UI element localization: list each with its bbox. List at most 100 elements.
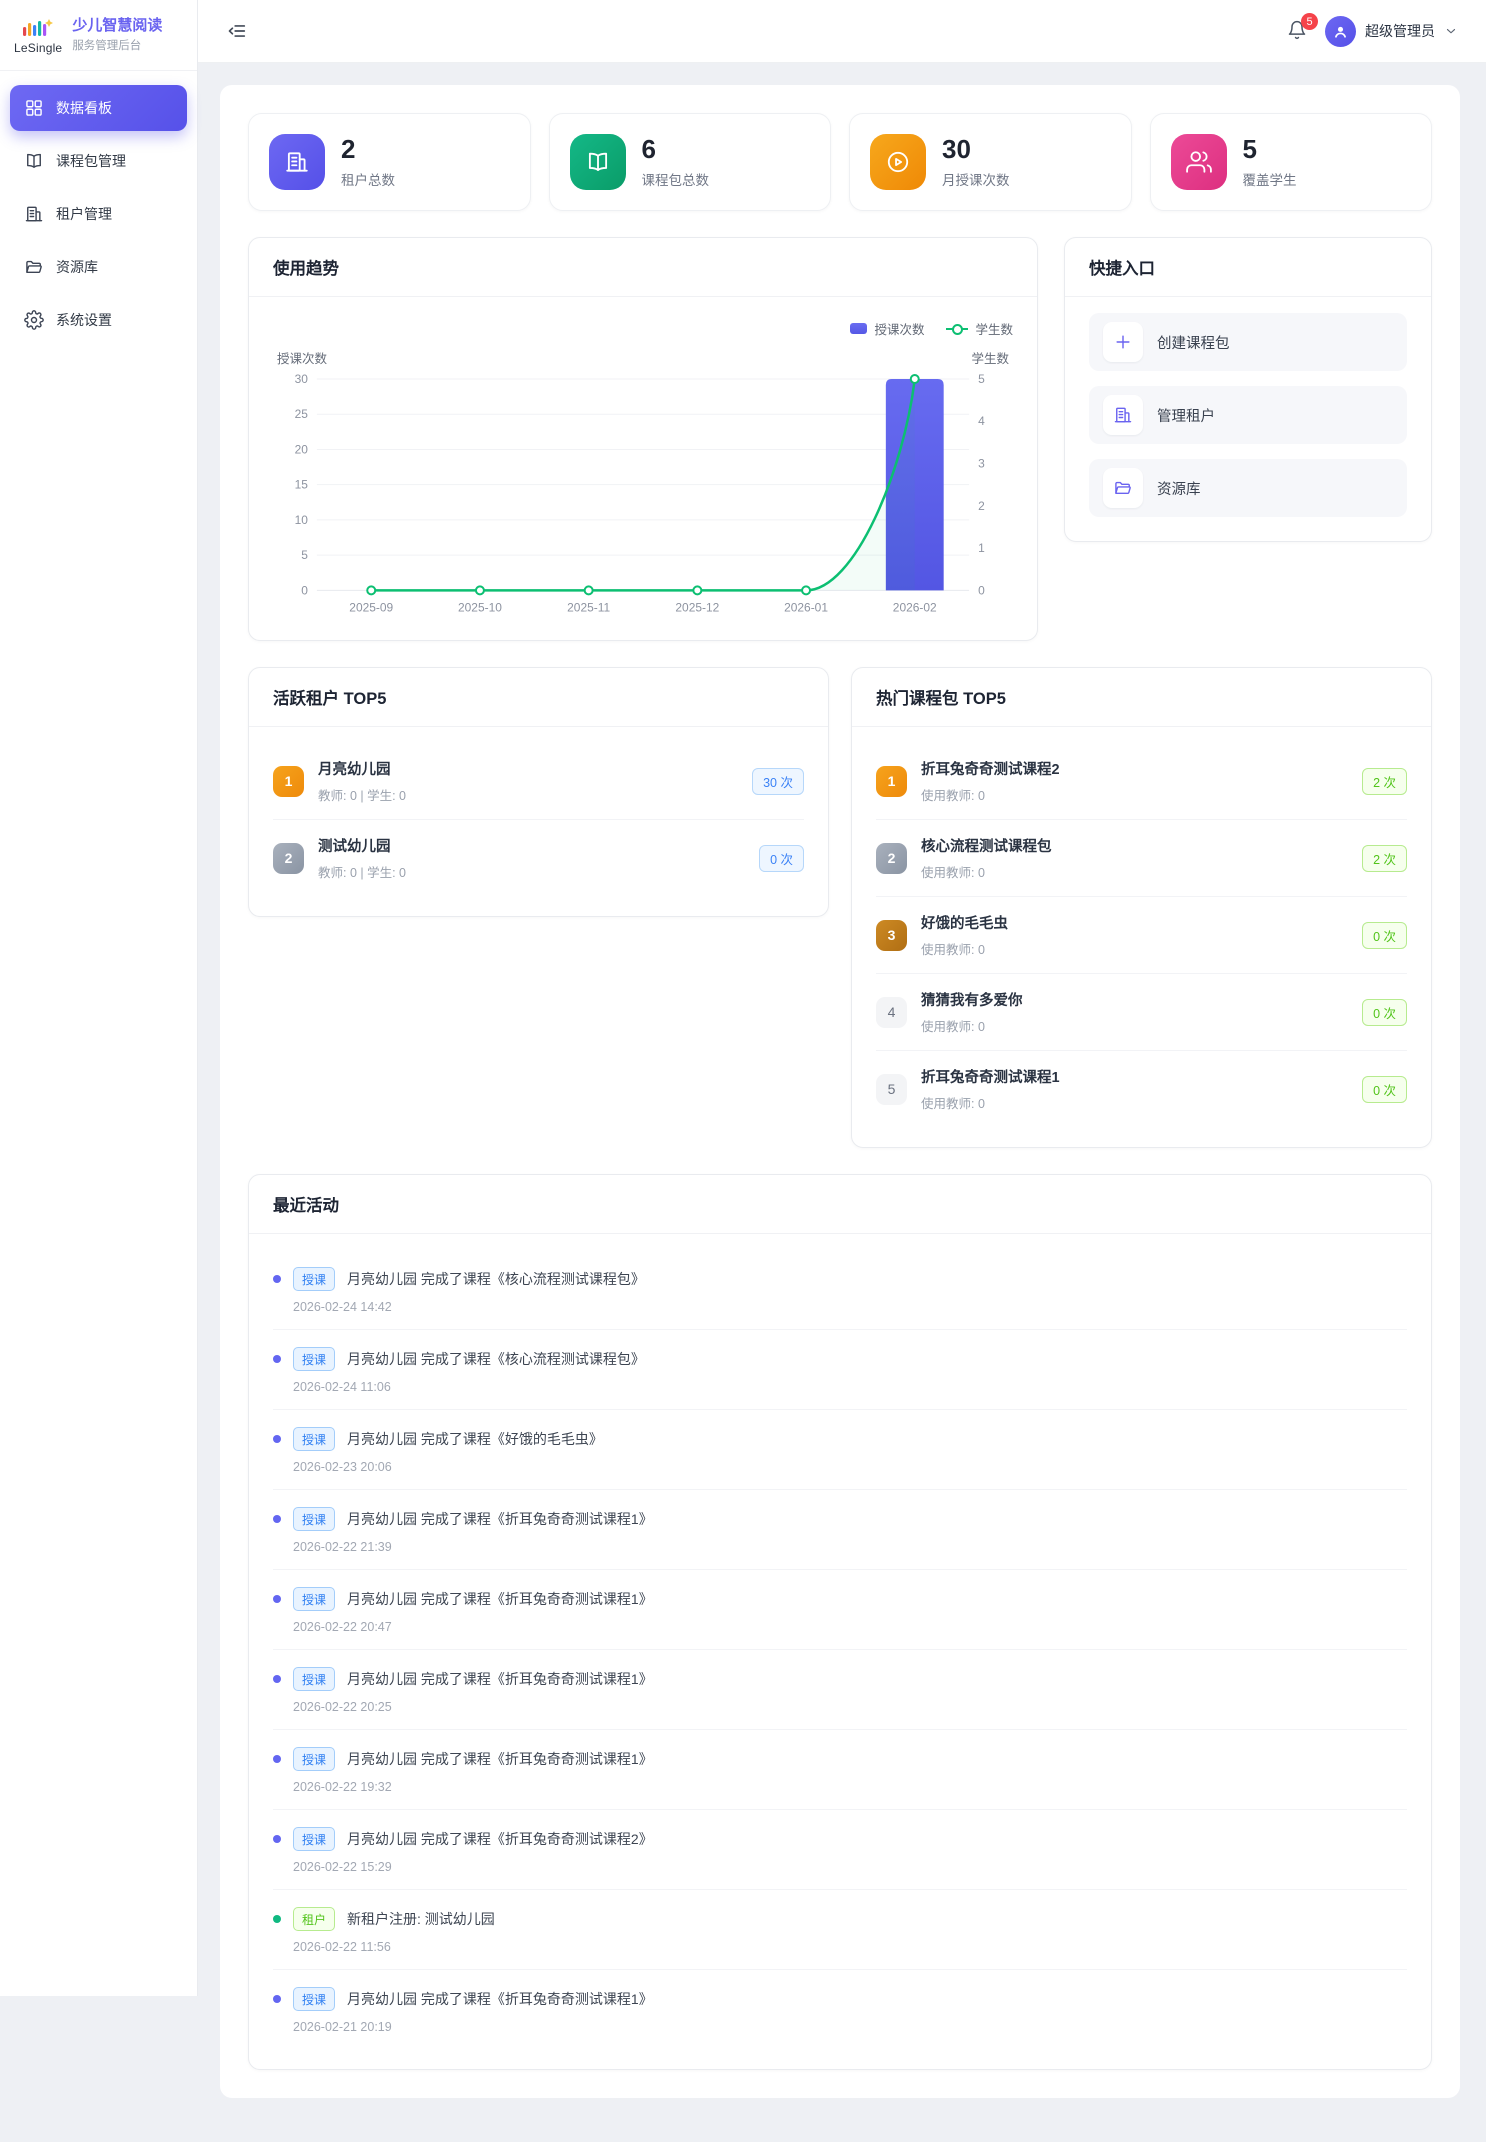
sidebar-nav: 数据看板 课程包管理 租户管理 资源库 系统设置 [0, 71, 197, 364]
activity-line: 授课 月亮幼儿园 完成了课程《折耳兔奇奇测试课程1》 [273, 1747, 1407, 1771]
stat-label: 月授课次数 [942, 169, 1010, 189]
item-meta: 使用教师: 0 [921, 862, 1348, 881]
activity-tag: 租户 [293, 1907, 335, 1931]
item-meta: 教师: 0 | 学生: 0 [318, 785, 738, 804]
item-name: 猜猜我有多爱你 [921, 989, 1348, 1010]
activity-text: 月亮幼儿园 完成了课程《折耳兔奇奇测试课程1》 [347, 1749, 653, 1769]
activity-tag: 授课 [293, 1667, 335, 1691]
count-pill: 2 次 [1362, 768, 1407, 795]
rank-badge: 5 [876, 1074, 907, 1105]
stat-card-tenant-total: 2 租户总数 [248, 113, 531, 211]
activity-line: 授课 月亮幼儿园 完成了课程《折耳兔奇奇测试课程1》 [273, 1507, 1407, 1531]
shortcut-manage-tenants[interactable]: 管理租户 [1089, 386, 1407, 444]
activity-tag: 授课 [293, 1267, 335, 1291]
shortcut-resource-library[interactable]: 资源库 [1089, 459, 1407, 517]
rank-badge: 4 [876, 997, 907, 1028]
sidebar-item-tenants[interactable]: 租户管理 [10, 191, 187, 237]
svg-text:2025-12: 2025-12 [675, 600, 719, 614]
activity-dot-icon [273, 1995, 281, 2003]
quick-entry-panel: 快捷入口 创建课程包 管理租户 资源库 [1064, 237, 1432, 542]
sidebar-item-label: 租户管理 [56, 204, 112, 224]
logo-bars-icon [20, 15, 56, 39]
rank-main: 核心流程测试课程包 使用教师: 0 [921, 835, 1348, 881]
sidebar-item-label: 系统设置 [56, 310, 112, 330]
app-title-block: 少儿智慧阅读 服务管理后台 [72, 17, 162, 53]
book-icon [570, 134, 626, 190]
notification-count-badge: 5 [1301, 13, 1318, 30]
activity-text: 月亮幼儿园 完成了课程《折耳兔奇奇测试课程1》 [347, 1589, 653, 1609]
rank-badge: 2 [273, 843, 304, 874]
stat-value: 30 [942, 135, 1010, 164]
header-right: 5 超级管理员 [1287, 16, 1458, 47]
folder-icon [24, 257, 44, 277]
legend-line-swatch-icon [946, 323, 968, 334]
svg-text:2: 2 [978, 499, 985, 513]
activity-line: 授课 月亮幼儿园 完成了课程《折耳兔奇奇测试课程1》 [273, 1987, 1407, 2011]
rank-badge: 1 [273, 766, 304, 797]
svg-text:1: 1 [978, 541, 985, 555]
sidebar-item-resources[interactable]: 资源库 [10, 244, 187, 290]
item-name: 好饿的毛毛虫 [921, 912, 1348, 933]
activity-row: 租户 新租户注册: 测试幼儿园 2026-02-22 11:56 [273, 1890, 1407, 1970]
top-tenants-row: 1 月亮幼儿园 教师: 0 | 学生: 0 30 次 [273, 743, 804, 820]
recent-activity-title: 最近活动 [249, 1175, 1431, 1234]
activity-dot-icon [273, 1515, 281, 1523]
stat-texts: 5 覆盖学生 [1243, 135, 1297, 189]
svg-text:2026-01: 2026-01 [784, 600, 828, 614]
top-courses-row: 5 折耳兔奇奇测试课程1 使用教师: 0 0 次 [876, 1051, 1407, 1127]
svg-text:15: 15 [295, 478, 309, 492]
sidebar-item-settings[interactable]: 系统设置 [10, 297, 187, 343]
stat-card-package-total: 6 课程包总数 [549, 113, 832, 211]
app-subtitle: 服务管理后台 [72, 37, 162, 53]
shortcut-create-package[interactable]: 创建课程包 [1089, 313, 1407, 371]
activity-row: 授课 月亮幼儿园 完成了课程《折耳兔奇奇测试课程2》 2026-02-22 15… [273, 1810, 1407, 1890]
activity-text: 月亮幼儿园 完成了课程《折耳兔奇奇测试课程2》 [347, 1829, 653, 1849]
usage-trend-title: 使用趋势 [249, 238, 1037, 297]
item-meta: 使用教师: 0 [921, 1093, 1348, 1112]
activity-row: 授课 月亮幼儿园 完成了课程《折耳兔奇奇测试课程1》 2026-02-21 20… [273, 1970, 1407, 2049]
active-tenants-panel: 活跃租户 TOP5 1 月亮幼儿园 教师: 0 | 学生: 0 30 次 2 测试… [248, 667, 829, 917]
activity-tag: 授课 [293, 1987, 335, 2011]
stat-texts: 6 课程包总数 [642, 135, 710, 189]
user-icon [1332, 23, 1349, 40]
usage-trend-panel: 使用趋势 授课次数 学生数 授课次数 学生数 [248, 237, 1038, 641]
activity-text: 月亮幼儿园 完成了课程《核心流程测试课程包》 [347, 1269, 645, 1289]
sidebar-item-label: 资源库 [56, 257, 98, 277]
activity-text: 新租户注册: 测试幼儿园 [347, 1909, 495, 1929]
notification-bell[interactable]: 5 [1287, 20, 1309, 42]
sidebar-collapse-button[interactable] [226, 20, 248, 42]
rank-main: 月亮幼儿园 教师: 0 | 学生: 0 [318, 758, 738, 804]
sidebar-item-course-packages[interactable]: 课程包管理 [10, 138, 187, 184]
building-icon [1103, 395, 1143, 435]
activity-time: 2026-02-22 19:32 [293, 1780, 1407, 1794]
activity-text: 月亮幼儿园 完成了课程《好饿的毛毛虫》 [347, 1429, 603, 1449]
activity-tag: 授课 [293, 1587, 335, 1611]
legend-item-lessons[interactable]: 授课次数 [850, 319, 924, 338]
activity-dot-icon [273, 1275, 281, 1283]
sidebar-item-dashboard[interactable]: 数据看板 [10, 85, 187, 131]
rank-main: 测试幼儿园 教师: 0 | 学生: 0 [318, 835, 745, 881]
activity-time: 2026-02-24 14:42 [293, 1300, 1407, 1314]
main-content: 2 租户总数 6 课程包总数 30 月授课次数 5 覆盖学生 使用趋势 授课次数 [198, 63, 1486, 2142]
svg-text:2026-02: 2026-02 [893, 600, 937, 614]
sidebar-item-label: 课程包管理 [56, 151, 126, 171]
user-menu[interactable]: 超级管理员 [1325, 16, 1458, 47]
gear-icon [24, 310, 44, 330]
activity-dot-icon [273, 1595, 281, 1603]
item-meta: 使用教师: 0 [921, 939, 1348, 958]
building-icon [24, 204, 44, 224]
active-tenants-title: 活跃租户 TOP5 [249, 668, 828, 727]
hot-courses-title: 热门课程包 TOP5 [852, 668, 1431, 727]
stat-cards-row: 2 租户总数 6 课程包总数 30 月授课次数 5 覆盖学生 [248, 113, 1432, 211]
item-name: 折耳兔奇奇测试课程2 [921, 758, 1348, 779]
activity-dot-icon [273, 1675, 281, 1683]
legend-item-students[interactable]: 学生数 [946, 319, 1013, 338]
activity-time: 2026-02-22 15:29 [293, 1860, 1407, 1874]
sidebar: LeSingle 少儿智慧阅读 服务管理后台 数据看板 课程包管理 租户管理 资… [0, 0, 198, 1996]
legend-bar-swatch-icon [850, 323, 867, 334]
stat-value: 2 [341, 135, 395, 164]
